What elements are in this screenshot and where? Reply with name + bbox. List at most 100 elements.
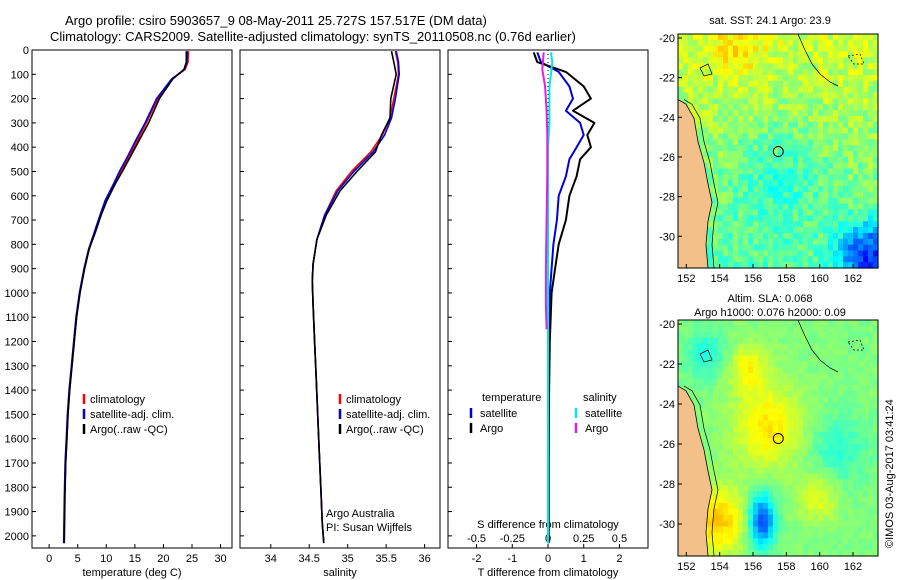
map1-title: sat. SST: 24.1 Argo: 23.9 <box>709 15 831 27</box>
heatmap-cell <box>703 133 709 140</box>
heatmap-cell <box>773 209 779 216</box>
heatmap-cell <box>863 238 869 246</box>
heatmap-cell <box>723 39 729 47</box>
heatmap-cell <box>858 408 864 415</box>
heatmap-cell <box>733 508 739 516</box>
heatmap-cell <box>863 514 869 522</box>
heatmap-cell <box>848 168 854 175</box>
heatmap-cell <box>833 379 839 386</box>
heatmap-cell <box>773 127 779 135</box>
heatmap-cell <box>738 215 744 222</box>
heatmap-cell <box>758 408 764 415</box>
heatmap-cell <box>873 479 879 486</box>
heatmap-cell <box>723 256 729 263</box>
x-tick-label: 25 <box>186 553 198 565</box>
heatmap-cell <box>803 426 809 433</box>
heatmap-cell <box>833 139 839 146</box>
heatmap-cell <box>713 244 719 252</box>
heatmap-cell <box>843 349 849 356</box>
heatmap-cell <box>708 121 714 129</box>
heatmap-cell <box>713 34 719 41</box>
heatmap-cell <box>733 45 739 53</box>
heatmap-cell <box>708 538 714 545</box>
heatmap-cell <box>838 203 844 211</box>
heatmap-cell <box>753 174 759 181</box>
heatmap-cell <box>773 186 779 193</box>
heatmap-cell <box>723 86 729 94</box>
heatmap-cell <box>763 98 769 105</box>
heatmap-cell <box>833 180 839 187</box>
heatmap-cell <box>793 69 799 76</box>
x-tick-label: 152 <box>677 561 695 573</box>
heatmap-cell <box>863 361 869 368</box>
heatmap-cell <box>798 526 804 533</box>
heatmap-cell <box>758 80 764 88</box>
heatmap-cell <box>853 186 859 193</box>
heatmap-cell <box>708 432 714 439</box>
heatmap-cell <box>713 92 719 99</box>
heatmap-cell <box>843 115 849 123</box>
heatmap-cell <box>853 45 859 53</box>
heatmap-cell <box>823 186 829 193</box>
heatmap-cell <box>828 51 834 58</box>
heatmap-cell <box>818 262 824 269</box>
heatmap-cell <box>858 74 864 82</box>
heatmap-cell <box>833 320 839 327</box>
heatmap-cell <box>758 121 764 129</box>
heatmap-cell <box>713 438 719 445</box>
heatmap-cell <box>723 121 729 129</box>
heatmap-cell <box>693 379 699 386</box>
heatmap-cell <box>688 63 694 70</box>
heatmap-cell <box>858 238 864 246</box>
heatmap-cell <box>708 98 714 105</box>
heatmap-cell <box>788 408 794 415</box>
heatmap-cell <box>733 145 739 152</box>
heatmap-cell <box>828 361 834 368</box>
heatmap-cell <box>873 221 879 228</box>
heatmap-cell <box>718 262 724 269</box>
heatmap-cell <box>738 256 744 263</box>
heatmap-cell <box>863 221 869 228</box>
heatmap-cell <box>788 473 794 480</box>
heatmap-cell <box>818 485 824 492</box>
heatmap-cell <box>718 69 724 76</box>
heatmap-cell <box>748 384 754 392</box>
heatmap-cell <box>753 373 759 380</box>
heatmap-cell <box>698 34 704 41</box>
heatmap-cell <box>718 449 724 457</box>
heatmap-cell <box>723 508 729 516</box>
heatmap-cell <box>813 186 819 193</box>
heatmap-cell <box>708 379 714 386</box>
heatmap-cell <box>858 151 864 158</box>
heatmap-cell <box>748 262 754 269</box>
heatmap-cell <box>873 320 879 327</box>
heatmap-cell <box>693 57 699 64</box>
heatmap-cell <box>873 121 879 129</box>
heatmap-cell <box>788 104 794 111</box>
heatmap-cell <box>828 262 834 269</box>
heatmap-cell <box>868 373 874 380</box>
heatmap-cell <box>843 384 849 392</box>
heatmap-cell <box>783 550 789 557</box>
heatmap-cell <box>728 331 734 339</box>
heatmap-cell <box>763 74 769 82</box>
heatmap-cell <box>783 45 789 53</box>
heatmap-cell <box>793 115 799 123</box>
heatmap-cell <box>713 361 719 368</box>
heatmap-cell <box>733 485 739 492</box>
heatmap-cell <box>753 238 759 246</box>
heatmap-cell <box>818 86 824 94</box>
heatmap-cell <box>763 449 769 457</box>
heatmap-cell <box>803 432 809 439</box>
heatmap-cell <box>813 367 819 374</box>
heatmap-cell <box>843 414 849 421</box>
heatmap-cell <box>873 331 879 339</box>
heatmap-cell <box>758 526 764 533</box>
y-tick-label: 1500 <box>5 409 29 421</box>
heatmap-cell <box>708 544 714 551</box>
heatmap-cell <box>693 115 699 123</box>
heatmap-cell <box>758 479 764 486</box>
heatmap-cell <box>873 244 879 252</box>
heatmap-cell <box>863 227 869 234</box>
heatmap-cell <box>773 396 779 404</box>
